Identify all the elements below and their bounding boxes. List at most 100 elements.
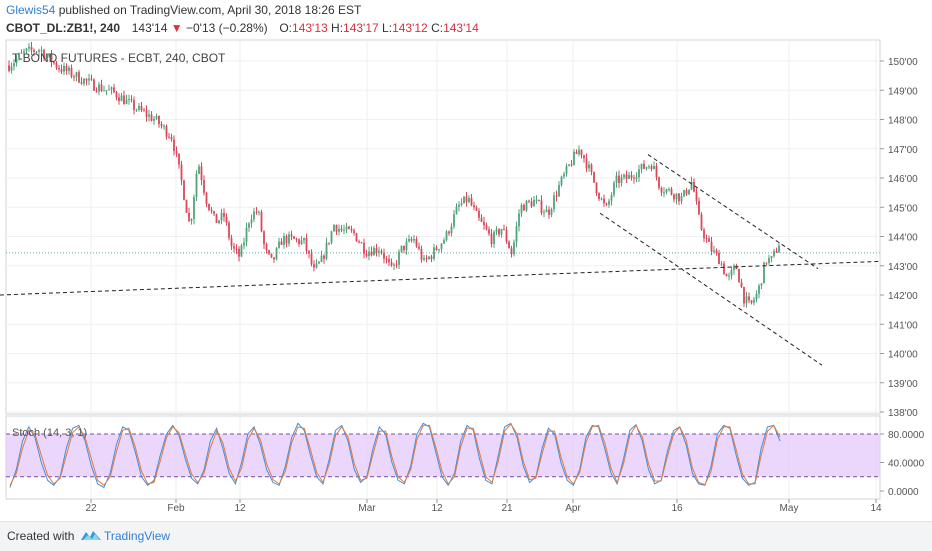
candle <box>105 90 108 96</box>
candle <box>15 55 18 67</box>
trendline[interactable] <box>647 154 819 270</box>
candle <box>315 258 318 269</box>
y-tick-label: 149'00 <box>888 86 918 97</box>
y-tick-label: 138'00 <box>888 408 918 419</box>
candle-body <box>415 239 418 247</box>
candle-body <box>248 223 250 228</box>
candle-body <box>633 177 635 179</box>
candle <box>370 246 373 257</box>
candle <box>88 73 90 86</box>
symbol-label: CBOT_DL:ZB1!, 240 <box>6 21 121 35</box>
candle <box>313 260 315 272</box>
candle-body <box>553 195 555 210</box>
candle <box>495 226 498 236</box>
candle-body <box>720 263 723 265</box>
candle <box>418 242 420 251</box>
candle-body <box>613 182 615 196</box>
candle-body <box>435 247 438 251</box>
candle-body <box>473 205 475 208</box>
candle-body <box>55 62 58 68</box>
candle <box>510 245 513 258</box>
candle-body <box>243 242 245 246</box>
trendlines[interactable] <box>0 154 881 366</box>
candle-body <box>230 237 233 247</box>
candle-body <box>470 198 473 206</box>
candle <box>225 213 228 226</box>
candle <box>350 225 353 233</box>
y-tick-label: 146'00 <box>888 174 918 185</box>
chart-canvas[interactable]: 22 Feb 12 Mar 12 21 Apr 16 May 14 150'00 149'00 148'… <box>0 0 932 521</box>
candle-body <box>310 253 313 265</box>
candle-body <box>760 283 763 286</box>
candle-body <box>323 255 325 259</box>
candle-body <box>548 209 550 215</box>
candle-body <box>408 239 410 242</box>
x-tick-label: 12 <box>234 503 246 514</box>
candle <box>520 202 523 217</box>
candle-body <box>755 293 758 300</box>
candle-body <box>115 92 118 98</box>
candle <box>128 94 130 105</box>
candle-body <box>693 181 695 192</box>
candle <box>380 248 383 255</box>
candle <box>653 161 655 170</box>
candle-body <box>170 137 173 140</box>
candle <box>648 164 650 170</box>
candle-body <box>500 229 503 235</box>
candle <box>368 246 370 261</box>
candle <box>490 229 493 248</box>
candle <box>763 261 765 284</box>
candle <box>155 113 158 120</box>
open-label: O: <box>279 21 293 35</box>
candle <box>603 194 605 207</box>
candle <box>305 233 308 255</box>
candle <box>485 222 488 231</box>
candle-body <box>610 195 613 201</box>
candle-body <box>438 249 440 251</box>
candle <box>78 70 80 84</box>
candle-body <box>513 242 515 255</box>
candle-body <box>345 226 348 230</box>
candle-body <box>155 116 158 119</box>
candle-body <box>348 226 350 229</box>
candle <box>130 95 133 103</box>
candle-body <box>100 84 103 91</box>
trendline[interactable] <box>0 260 881 296</box>
candle-body <box>188 212 190 222</box>
candle-body <box>458 204 460 207</box>
candle <box>750 299 753 305</box>
candle-body <box>253 211 255 220</box>
trendline[interactable] <box>599 212 823 366</box>
candle <box>593 171 595 184</box>
candle <box>483 216 485 230</box>
tradingview-link[interactable]: TradingView <box>104 529 171 543</box>
candle <box>385 256 388 264</box>
candle-body <box>75 72 78 77</box>
candle-body <box>70 67 73 77</box>
candle <box>108 84 110 91</box>
candle-body <box>128 99 130 101</box>
candle-body <box>18 53 20 59</box>
candle <box>753 296 755 306</box>
candle-body <box>35 51 38 53</box>
candle-body <box>583 155 585 159</box>
candle-body <box>630 175 633 178</box>
candle <box>540 195 543 216</box>
candle <box>468 195 470 204</box>
candle-body <box>175 151 178 154</box>
candle-body <box>8 65 10 71</box>
candle <box>13 59 15 71</box>
candle <box>103 85 105 92</box>
candle <box>533 196 535 207</box>
candle-body <box>465 196 468 202</box>
candle <box>438 248 440 253</box>
candle <box>58 64 60 73</box>
candle-body <box>65 65 68 72</box>
candle <box>500 228 503 238</box>
author-link[interactable]: Glewis54 <box>6 3 56 17</box>
candle-body <box>90 78 93 80</box>
candle-body <box>268 250 270 254</box>
candle <box>228 220 230 241</box>
candle <box>353 228 355 236</box>
candle <box>443 237 445 245</box>
